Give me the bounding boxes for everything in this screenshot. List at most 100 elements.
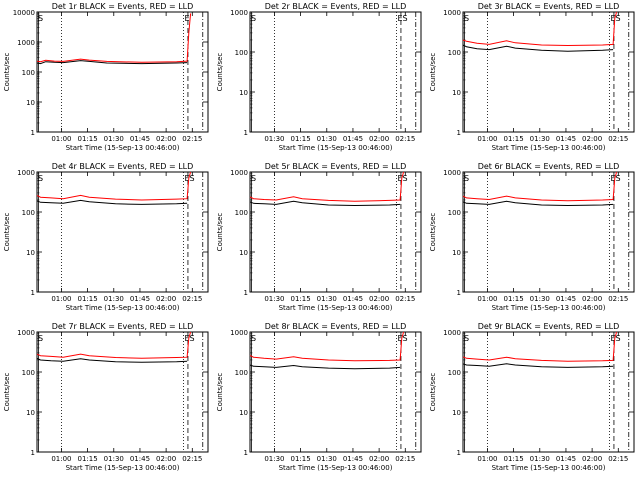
end-label: ES (184, 174, 194, 183)
plot-frame (249, 331, 422, 453)
y-tick-label: 1 (457, 449, 461, 457)
series-line-lld (249, 171, 405, 202)
y-tick-label: 1000 (17, 39, 35, 47)
x-tick-label: 01:00 (477, 135, 497, 143)
x-tick-label: 01:30 (104, 455, 124, 463)
x-tick-label: 01:30 (530, 295, 550, 303)
x-tick-label: 01:30 (317, 295, 337, 303)
y-axis-label: Counts/sec (3, 213, 11, 252)
x-tick-label: 02:15 (395, 135, 415, 143)
x-axis-label: Start Time (15-Sep-13 00:46:00) (66, 144, 180, 152)
plot-frame (36, 331, 209, 453)
y-tick-label: 1000 (443, 169, 461, 177)
chart-title: Det 6r BLACK = Events, RED = LLD (478, 162, 620, 171)
chart-title: Det 5r BLACK = Events, RED = LLD (265, 162, 407, 171)
x-tick-label: 02:15 (182, 455, 202, 463)
y-tick-label: 1 (31, 289, 35, 297)
start-label: S (251, 174, 256, 183)
x-tick-label: 01:45 (130, 295, 150, 303)
start-label: S (464, 174, 469, 183)
chart-panel-7: Det 7r BLACK = Events, RED = LLD 1 10 100 10… (3, 322, 209, 472)
series-line-lld (249, 331, 405, 362)
x-tick-label: 01:00 (51, 295, 71, 303)
x-tick-label: 02:00 (369, 295, 389, 303)
x-tick-label: 01:30 (530, 455, 550, 463)
chart-title: Det 1r BLACK = Events, RED = LLD (52, 2, 194, 11)
end-label: ES (610, 174, 620, 183)
chart-panel-9: Det 9r BLACK = Events, RED = LLD 1 10 100 10… (429, 322, 635, 472)
start-label: S (251, 334, 256, 343)
y-tick-label: 1 (244, 129, 248, 137)
start-label: S (38, 174, 43, 183)
plot-frame (36, 171, 209, 293)
end-label: E (184, 14, 189, 23)
y-tick-label: 1 (244, 449, 248, 457)
start-label: S (38, 334, 43, 343)
y-axis-label: Counts/sec (3, 373, 11, 412)
x-tick-label: 01:45 (343, 455, 363, 463)
x-tick-label: 01:00 (477, 295, 497, 303)
y-axis-label: Counts/sec (429, 53, 437, 92)
y-tick-label: 1 (457, 129, 461, 137)
x-tick-label: 01:00 (51, 455, 71, 463)
start-label: S (38, 14, 43, 23)
series-line-lld (36, 13, 192, 63)
y-tick-label: 10 (239, 89, 248, 97)
y-tick-label: 100 (448, 369, 461, 377)
x-tick-label: 01:00 (477, 455, 497, 463)
x-axis-label: Start Time (15-Sep-13 00:46:00) (279, 464, 393, 472)
x-axis-label: Start Time (15-Sep-13 00:46:00) (66, 464, 180, 472)
y-tick-label: 1 (31, 129, 35, 137)
y-tick-label: 1000 (443, 9, 461, 17)
series-line-events (462, 363, 614, 368)
y-tick-label: 1000 (230, 169, 248, 177)
chart-panel-5: Det 5r BLACK = Events, RED = LLD 1 10 100 10… (216, 162, 422, 312)
x-tick-label: 01:30 (264, 295, 284, 303)
x-axis-label: Start Time (15-Sep-13 00:46:00) (492, 304, 606, 312)
end-label: ES (184, 334, 194, 343)
y-tick-label: 100 (448, 49, 461, 57)
x-tick-label: 02:00 (582, 135, 602, 143)
series-line-lld (462, 331, 618, 362)
x-tick-label: 02:15 (395, 455, 415, 463)
y-tick-label: 1000 (17, 329, 35, 337)
series-line-events (249, 200, 401, 207)
y-tick-label: 100 (22, 209, 35, 217)
x-tick-label: 01:45 (130, 455, 150, 463)
x-tick-label: 02:00 (582, 455, 602, 463)
series-line-lld (462, 171, 618, 202)
x-tick-label: 01:45 (130, 135, 150, 143)
x-tick-label: 02:15 (608, 455, 628, 463)
chart-panel-2: Det 2r BLACK = Events, RED = LLD 1 10 100 10… (216, 2, 422, 152)
chart-panel-4: Det 4r BLACK = Events, RED = LLD 1 10 100 10… (3, 162, 209, 312)
x-tick-label: 01:15 (78, 135, 98, 143)
x-tick-label: 01:30 (264, 455, 284, 463)
x-tick-label: 01:15 (504, 135, 524, 143)
chart-title: Det 2r BLACK = Events, RED = LLD (265, 2, 407, 11)
x-tick-label: 02:15 (608, 135, 628, 143)
y-tick-label: 100 (22, 69, 35, 77)
x-tick-label: 02:00 (156, 135, 176, 143)
chart-title: Det 9r BLACK = Events, RED = LLD (478, 322, 620, 331)
plot-frame (462, 171, 635, 293)
x-tick-label: 02:00 (582, 295, 602, 303)
x-axis-label: Start Time (15-Sep-13 00:46:00) (492, 144, 606, 152)
y-tick-label: 10 (26, 409, 35, 417)
y-tick-label: 100 (22, 369, 35, 377)
x-axis-label: Start Time (15-Sep-13 00:46:00) (492, 464, 606, 472)
end-label: ES (397, 14, 407, 23)
y-tick-label: 10 (239, 249, 248, 257)
chart-title: Det 3r BLACK = Events, RED = LLD (478, 2, 620, 11)
series-line-lld (36, 331, 192, 359)
x-tick-label: 01:30 (530, 135, 550, 143)
y-tick-label: 1000 (443, 329, 461, 337)
y-tick-label: 1000 (230, 9, 248, 17)
plot-frame (462, 11, 635, 133)
y-axis-label: Counts/sec (429, 373, 437, 412)
x-tick-label: 02:00 (369, 455, 389, 463)
x-tick-label: 01:15 (291, 135, 311, 143)
x-tick-label: 01:45 (343, 295, 363, 303)
series-line-events (462, 44, 614, 52)
y-tick-label: 10 (239, 409, 248, 417)
